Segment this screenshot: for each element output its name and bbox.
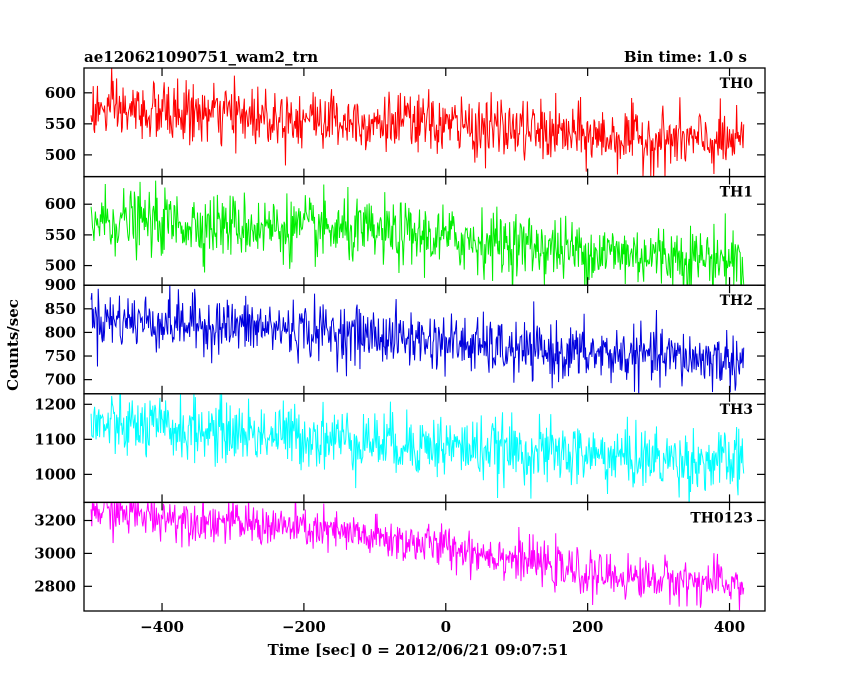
y-tick-label: 3200 xyxy=(34,512,76,530)
y-tick-label: 1200 xyxy=(34,395,76,413)
y-tick-label: 500 xyxy=(45,146,76,164)
bin-time-label: Bin time: 1.0 s xyxy=(624,48,747,66)
panel-label-th0: TH0 xyxy=(720,76,754,92)
x-tick-label: 400 xyxy=(714,618,745,636)
x-axis-label: Time [sec] 0 = 2012/06/21 09:07:51 xyxy=(268,641,569,659)
x-tick-label: −400 xyxy=(140,618,184,636)
x-tick-label: 200 xyxy=(572,618,603,636)
y-tick-label: 900 xyxy=(45,276,76,294)
y-tick-label: 600 xyxy=(45,195,76,213)
panel-label-th1: TH1 xyxy=(720,185,753,201)
y-tick-label: 750 xyxy=(45,347,76,365)
y-tick-label: 3000 xyxy=(34,544,76,562)
x-tick-label: −200 xyxy=(282,618,326,636)
y-tick-label: 500 xyxy=(45,257,76,275)
panel-label-th3: TH3 xyxy=(720,402,753,418)
panel-frame-th0123 xyxy=(83,501,766,612)
panel-label-th0123: TH0123 xyxy=(690,510,753,526)
series-line-th0123 xyxy=(90,502,745,611)
x-tick-label: 0 xyxy=(441,618,451,636)
y-tick-label: 550 xyxy=(45,115,76,133)
series-line-th0 xyxy=(90,68,745,177)
series-line-th3 xyxy=(90,393,745,503)
y-tick-label: 600 xyxy=(45,84,76,102)
y-axis-label: Counts/sec xyxy=(4,299,22,391)
y-tick-label: 1100 xyxy=(34,430,76,448)
y-tick-label: 2800 xyxy=(34,577,76,595)
series-line-th1 xyxy=(90,180,745,286)
chart-title: ae120621090751_wam2_trn xyxy=(84,48,318,66)
panels-group: TH0 500 550 600 TH1 500 550 600 TH2 700 750 800 850 9… xyxy=(34,67,766,636)
y-tick-label: 800 xyxy=(45,323,76,341)
y-tick-label: 550 xyxy=(45,226,76,244)
y-tick-label: 850 xyxy=(45,300,76,318)
series-line-th2 xyxy=(90,285,745,394)
y-tick-label: 1000 xyxy=(34,465,76,483)
y-tick-label: 700 xyxy=(45,371,76,389)
panel-label-th2: TH2 xyxy=(720,293,753,309)
